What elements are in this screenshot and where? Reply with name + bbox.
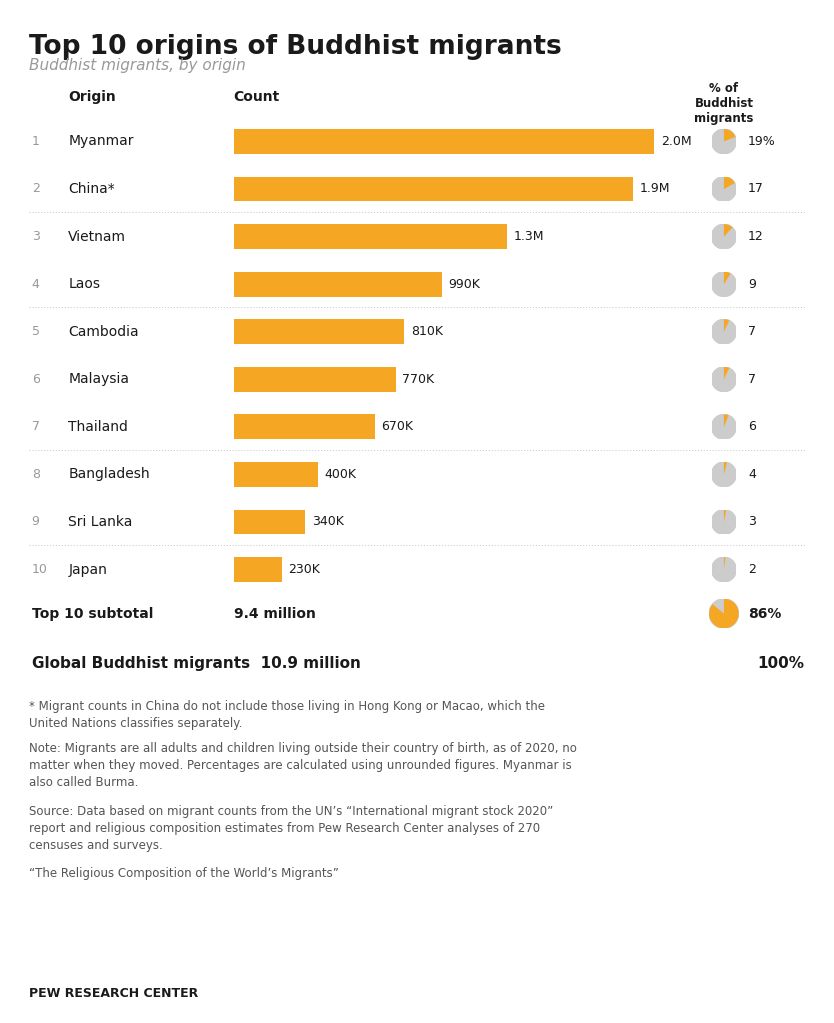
Text: 100%: 100% [758, 656, 805, 671]
Circle shape [711, 177, 736, 202]
Wedge shape [724, 367, 729, 380]
Circle shape [711, 462, 736, 487]
Text: Note: Migrants are all adults and children living outside their country of birth: Note: Migrants are all adults and childr… [29, 743, 577, 789]
Wedge shape [724, 509, 726, 522]
Text: Cambodia: Cambodia [68, 324, 139, 339]
Text: 9: 9 [32, 516, 39, 529]
Circle shape [711, 129, 736, 153]
Text: 810K: 810K [410, 325, 443, 339]
Wedge shape [724, 224, 732, 236]
Text: Origin: Origin [68, 90, 116, 104]
Circle shape [711, 319, 736, 344]
Text: % of
Buddhist
migrants: % of Buddhist migrants [694, 82, 754, 125]
Circle shape [711, 367, 736, 392]
Text: 230K: 230K [289, 563, 320, 576]
Text: 6: 6 [32, 372, 39, 386]
Text: 3: 3 [32, 230, 39, 243]
Wedge shape [724, 414, 728, 427]
Text: 1.3M: 1.3M [514, 230, 545, 243]
Text: Malaysia: Malaysia [68, 372, 129, 387]
Text: 400K: 400K [324, 468, 356, 481]
Text: 770K: 770K [402, 372, 435, 386]
Text: “The Religious Composition of the World’s Migrants”: “The Religious Composition of the World’… [29, 868, 339, 880]
Text: 8: 8 [32, 468, 40, 481]
Circle shape [711, 558, 736, 582]
Text: 12: 12 [748, 230, 764, 243]
Text: Top 10 subtotal: Top 10 subtotal [32, 607, 153, 621]
Text: 2: 2 [748, 563, 756, 576]
Text: Top 10 origins of Buddhist migrants: Top 10 origins of Buddhist migrants [29, 34, 562, 59]
Text: 3: 3 [748, 516, 756, 529]
Text: 1.9M: 1.9M [641, 182, 671, 195]
Text: 9.4 million: 9.4 million [234, 607, 315, 621]
Text: Sri Lanka: Sri Lanka [68, 515, 133, 529]
Circle shape [711, 224, 736, 249]
Text: Count: Count [234, 90, 279, 104]
Text: 7: 7 [748, 325, 756, 339]
Wedge shape [724, 177, 735, 189]
Text: Japan: Japan [68, 563, 108, 577]
Text: 5: 5 [32, 325, 40, 339]
Text: Source: Data based on migrant counts from the UN’s “International migrant stock : Source: Data based on migrant counts fro… [29, 805, 554, 851]
Text: PEW RESEARCH CENTER: PEW RESEARCH CENTER [29, 987, 198, 1000]
Text: Global Buddhist migrants  10.9 million: Global Buddhist migrants 10.9 million [32, 656, 360, 671]
Text: 670K: 670K [381, 420, 413, 434]
Text: 17: 17 [748, 182, 764, 195]
Wedge shape [724, 462, 727, 475]
Text: 86%: 86% [748, 607, 781, 621]
Text: China*: China* [68, 182, 115, 196]
Circle shape [711, 272, 736, 297]
Wedge shape [724, 558, 726, 570]
Text: 19%: 19% [748, 135, 776, 148]
Text: 6: 6 [748, 420, 756, 434]
Circle shape [709, 598, 739, 628]
Text: * Migrant counts in China do not include those living in Hong Kong or Macao, whi: * Migrant counts in China do not include… [29, 701, 545, 730]
Text: 10: 10 [32, 563, 48, 576]
Text: Thailand: Thailand [68, 419, 128, 434]
Wedge shape [724, 129, 736, 141]
Text: Buddhist migrants, by origin: Buddhist migrants, by origin [29, 58, 246, 74]
Text: Myanmar: Myanmar [68, 134, 134, 148]
Text: 1: 1 [32, 135, 39, 148]
Text: 4: 4 [748, 468, 756, 481]
Text: Vietnam: Vietnam [68, 229, 127, 243]
Text: 2: 2 [32, 182, 39, 195]
Wedge shape [724, 272, 731, 284]
Text: 2.0M: 2.0M [661, 135, 691, 148]
Circle shape [711, 414, 736, 439]
Text: 4: 4 [32, 277, 39, 291]
Text: 7: 7 [32, 420, 40, 434]
Text: 990K: 990K [449, 277, 480, 291]
Circle shape [711, 509, 736, 534]
Wedge shape [724, 319, 729, 331]
Text: 7: 7 [748, 372, 756, 386]
Text: 9: 9 [748, 277, 756, 291]
Text: Bangladesh: Bangladesh [68, 468, 150, 482]
Wedge shape [709, 598, 739, 628]
Text: Laos: Laos [68, 277, 100, 292]
Text: 340K: 340K [312, 516, 344, 529]
